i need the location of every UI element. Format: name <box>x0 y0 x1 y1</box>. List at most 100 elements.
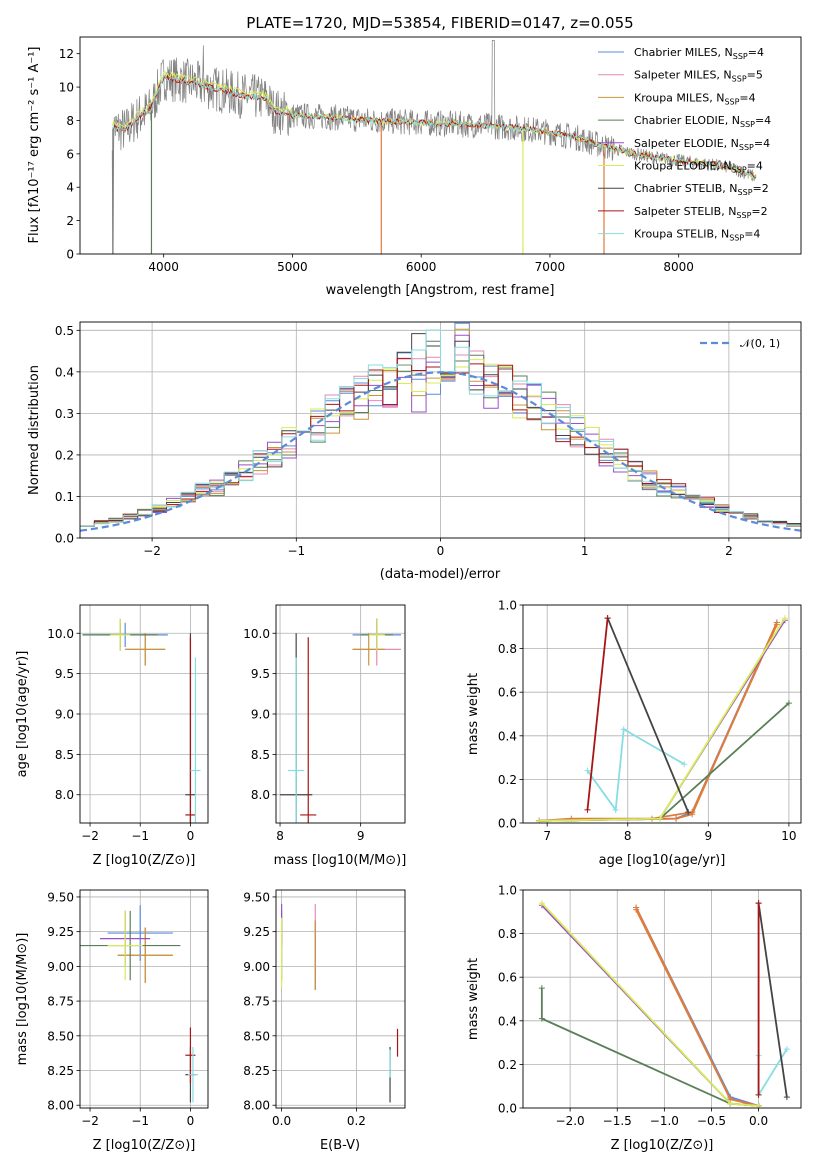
mass-weight-point <box>538 985 545 992</box>
y-tick-label: 9.50 <box>243 890 270 904</box>
y-tick-label: 9.25 <box>47 925 74 939</box>
y-tick-label: 8.50 <box>243 1029 270 1043</box>
mass-weight-point <box>755 1091 762 1098</box>
y-tick-label: 0.0 <box>498 1102 517 1116</box>
y-tick-label: 9.5 <box>251 667 270 681</box>
y-axis-label: mass [log10(M/M⊙)] <box>15 933 30 1066</box>
mass-weight-point <box>785 700 792 707</box>
legend-subscript: SSP <box>724 97 739 106</box>
panel-6: 0.0 0.2 8.00 8.25 8.50 8.75 9.00 9.25 9.50 E(B-V) <box>243 889 406 1153</box>
x-tick-label: 0 <box>437 544 445 558</box>
y-tick-label: 0.4 <box>498 1014 517 1028</box>
mass-weight-line-7 <box>586 617 609 811</box>
x-tick-label: 0.2 <box>347 1114 366 1128</box>
mass-weight-point <box>773 619 780 626</box>
x-tick-label: −2.0 <box>556 1114 585 1128</box>
model-spectrum-3 <box>111 73 757 180</box>
y-tick-label: 9.50 <box>47 890 74 904</box>
x-tick-label: 0 <box>187 829 195 843</box>
legend-name: Chabrier MILES, N <box>634 46 733 59</box>
y-tick-label: 8.50 <box>47 1029 74 1043</box>
x-tick-label: −0.5 <box>697 1114 726 1128</box>
x-tick-label: 8000 <box>663 260 694 274</box>
x-tick-label: 0 <box>187 1114 195 1128</box>
y-tick-label: 9.00 <box>47 960 74 974</box>
legend-subscript: SSP <box>739 143 754 152</box>
x-tick-label: 7000 <box>535 260 566 274</box>
legend-entry: Chabrier MILES, NSSP=4 <box>634 46 764 61</box>
x-tick-label: 6000 <box>406 260 437 274</box>
mass-weight-line-3 <box>539 702 790 822</box>
mass-weight-point <box>727 1100 734 1107</box>
panel-7: −2.0 −1.5 −1.0 −0.5 0.0 0.0 0.2 0.4 0.6 0.8 1.0 Z [… <box>466 884 802 1153</box>
mass-weight-point <box>633 904 640 911</box>
mass-weight-point <box>755 900 762 907</box>
y-tick-label: 2 <box>66 214 74 228</box>
y-axis-label: Normed distribution <box>27 365 42 495</box>
x-tick-label: 10 <box>781 829 796 843</box>
x-tick-label: −1.5 <box>603 1114 632 1128</box>
y-tick-label: 0.2 <box>55 448 74 462</box>
legend-subscript: SSP <box>732 75 747 84</box>
y-tick-label: 1.0 <box>498 884 517 898</box>
x-axis-label: mass [log10(M/M⊙)] <box>274 853 407 868</box>
x-tick-label: −2 <box>143 544 161 558</box>
x-tick-label: 8 <box>624 829 632 843</box>
mass-weight-line-8 <box>586 727 685 813</box>
x-axis-label: Z [log10(Z/Z⊙)] <box>93 853 196 868</box>
axes-frame <box>79 889 209 1109</box>
mass-weight-point <box>604 615 611 622</box>
y-tick-label: 12 <box>59 47 74 61</box>
legend-entry: Kroupa MILES, NSSP=4 <box>634 91 756 106</box>
mass-weight-point <box>783 1094 790 1101</box>
x-tick-label: 7 <box>543 829 551 843</box>
y-axis-label: Flux [fλ10⁻¹⁷ erg cm⁻² s⁻¹ A⁻¹] <box>27 47 42 244</box>
x-tick-label: −2 <box>81 829 99 843</box>
mass-weight-line-2 <box>539 622 778 822</box>
x-axis-label: Z [log10(Z/Z⊙)] <box>93 1138 196 1153</box>
plot-area <box>523 890 801 1108</box>
y-tick-label: 8.00 <box>47 1099 74 1113</box>
axes-frame <box>79 36 802 255</box>
legend-name: Salpeter MILES, N <box>634 69 732 82</box>
y-tick-label: 8.0 <box>251 788 270 802</box>
y-tick-label: 0.6 <box>498 686 517 700</box>
y-tick-label: 9.25 <box>243 925 270 939</box>
legend-subscript: SSP <box>733 52 748 61</box>
legend-name: Salpeter STELIB, N <box>634 205 736 218</box>
mass-weight-point <box>612 806 619 813</box>
mass-weight-line-6 <box>757 902 788 1098</box>
mass-weight-point <box>673 815 680 822</box>
y-tick-label: 8 <box>66 114 74 128</box>
plot-area <box>523 605 801 823</box>
legend-entry: Salpeter STELIB, NSSP=2 <box>634 205 768 220</box>
histogram-step-0 <box>80 322 801 527</box>
mass-weight-point <box>620 726 627 733</box>
panel-0: 4000 5000 6000 7000 8000 0 2 4 6 8 10 12 PLATE=1720,… <box>27 14 802 298</box>
legend-suffix: =5 <box>747 69 763 82</box>
x-tick-label: 8 <box>276 829 284 843</box>
plot-area <box>80 890 208 1108</box>
mass-weight-point <box>685 809 692 816</box>
x-tick-label: −1.0 <box>650 1114 679 1128</box>
y-tick-label: 4 <box>66 181 74 195</box>
legend-suffix: =4 <box>748 46 764 59</box>
y-tick-label: 0.2 <box>498 1058 517 1072</box>
panel-3: 8 9 8.0 8.5 9.0 9.5 10.0 mass [log10(M/M⊙)] <box>243 604 407 868</box>
chart-title: PLATE=1720, MJD=53854, FIBERID=0147, z=0… <box>246 14 633 32</box>
axes-frame <box>79 321 802 539</box>
mass-weight-point <box>584 767 591 774</box>
x-axis-label: Z [log10(Z/Z⊙)] <box>611 1138 714 1153</box>
mass-weight-point <box>656 815 663 822</box>
axes-frame <box>275 604 406 824</box>
mass-weight-line-1 <box>539 624 778 822</box>
histogram-step-5 <box>80 359 801 527</box>
legend-entry: Salpeter ELODIE, NSSP=4 <box>634 137 770 152</box>
y-tick-label: 0.0 <box>55 532 74 546</box>
axes-frame <box>275 889 406 1109</box>
axes-frame <box>522 889 802 1109</box>
y-tick-label: 0.2 <box>498 773 517 787</box>
y-tick-label: 6 <box>66 147 74 161</box>
axes-frame <box>522 604 802 824</box>
panel-4: 7 8 9 10 0.0 0.2 0.4 0.6 0.8 1.0 age [log10(age/yr… <box>466 599 802 868</box>
